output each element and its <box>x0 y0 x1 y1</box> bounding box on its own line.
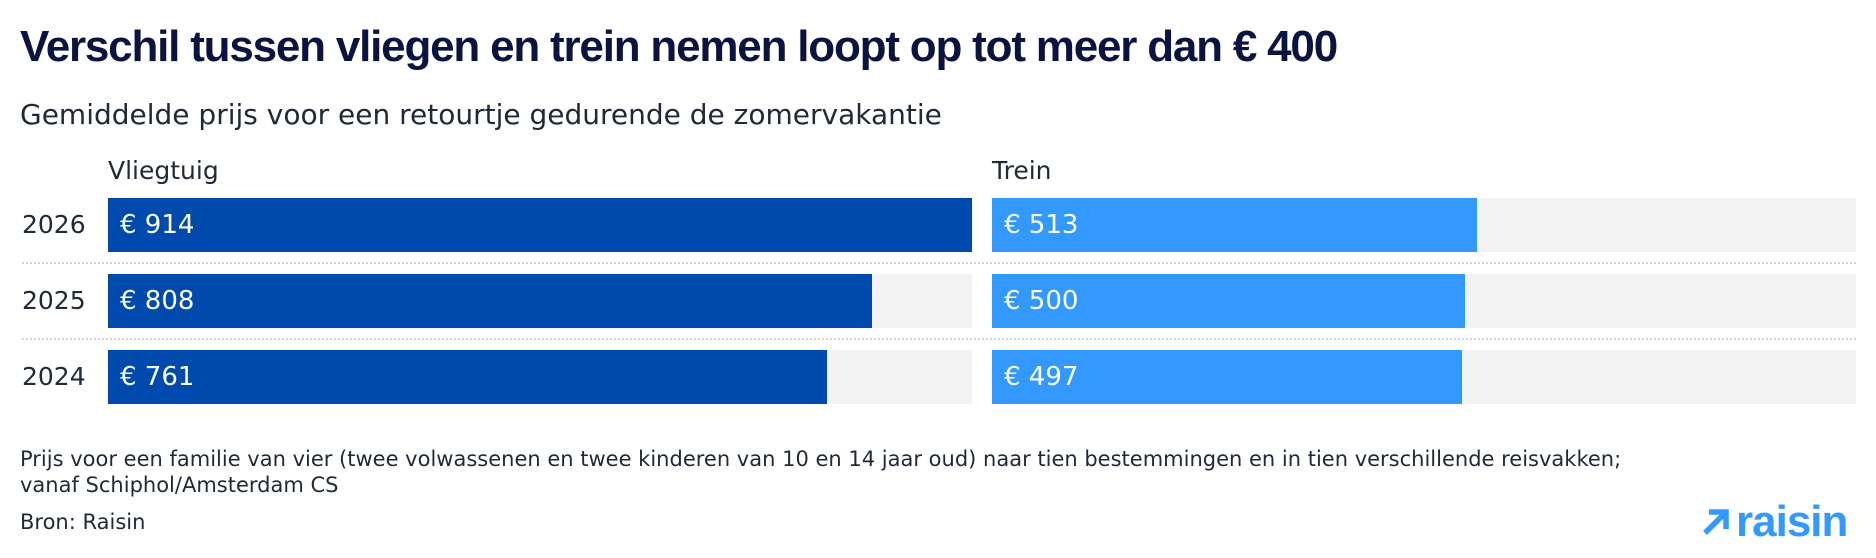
series-label-vliegtuig: Vliegtuig <box>108 156 219 185</box>
bar-track-vliegtuig-2024: € 761 <box>108 350 972 404</box>
data-label-vliegtuig-2024: € 761 <box>120 362 195 392</box>
chart-title: Verschil tussen vliegen en trein nemen l… <box>20 22 1338 71</box>
bar-trein-2024: € 497 <box>992 350 1462 404</box>
footnote: Prijs voor een familie van vier (twee vo… <box>20 447 1622 497</box>
bar-track-trein-2025: € 500 <box>992 274 1856 328</box>
bar-trein-2026: € 513 <box>992 198 1477 252</box>
bar-track-vliegtuig-2026: € 914 <box>108 198 972 252</box>
source-note: Bron: Raisin <box>20 510 146 534</box>
raisin-logo: raisin <box>1700 497 1848 546</box>
logo-text: raisin <box>1736 497 1848 546</box>
bar-vliegtuig-2026: € 914 <box>108 198 972 252</box>
bar-trein-2025: € 500 <box>992 274 1465 328</box>
year-label-2026: 2026 <box>22 210 86 239</box>
bar-vliegtuig-2024: € 761 <box>108 350 827 404</box>
row-divider <box>22 338 1856 340</box>
row-divider <box>22 262 1856 264</box>
arrow-up-right-icon <box>1703 509 1729 535</box>
bar-track-vliegtuig-2025: € 808 <box>108 274 972 328</box>
year-label-2025: 2025 <box>22 286 86 315</box>
data-label-trein-2024: € 497 <box>1004 362 1079 392</box>
data-label-vliegtuig-2025: € 808 <box>120 286 195 316</box>
data-label-vliegtuig-2026: € 914 <box>120 210 195 240</box>
data-label-trein-2026: € 513 <box>1004 210 1079 240</box>
bar-track-trein-2024: € 497 <box>992 350 1856 404</box>
series-label-trein: Trein <box>992 156 1052 185</box>
bar-vliegtuig-2025: € 808 <box>108 274 872 328</box>
bar-track-trein-2026: € 513 <box>992 198 1856 252</box>
year-label-2024: 2024 <box>22 362 86 391</box>
chart-subtitle: Gemiddelde prijs voor een retourtje gedu… <box>20 98 942 131</box>
data-label-trein-2025: € 500 <box>1004 286 1079 316</box>
